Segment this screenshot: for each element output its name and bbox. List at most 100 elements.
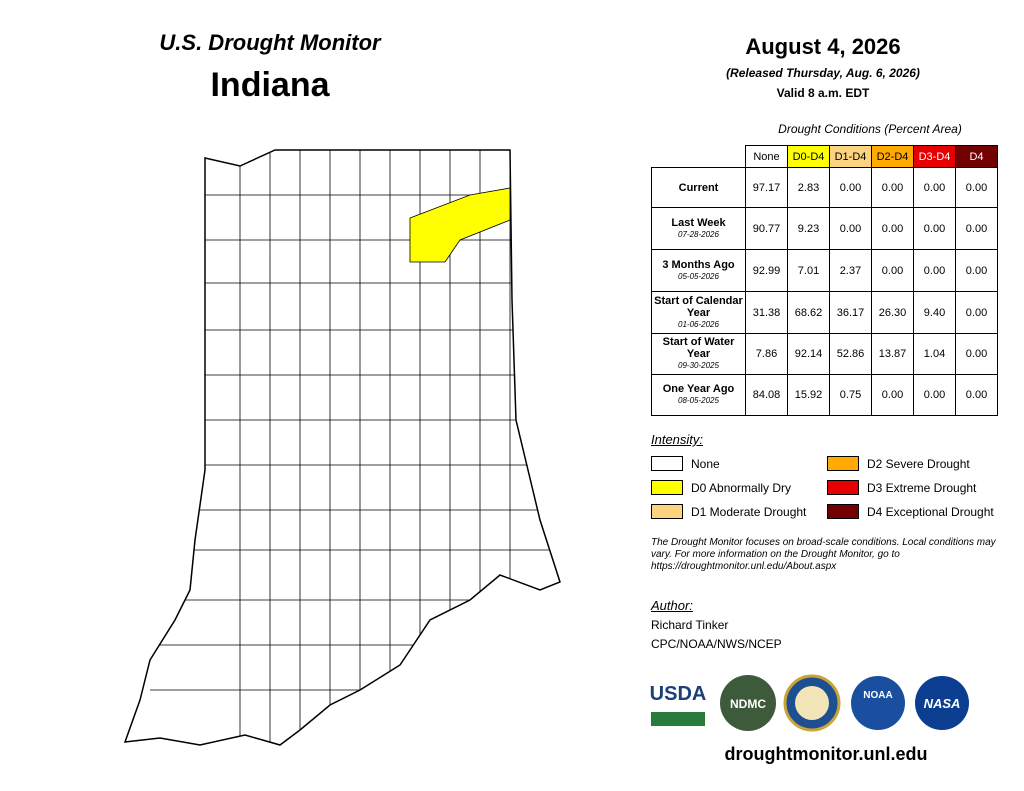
column-header: D2-D4 [871, 145, 914, 168]
logos: USDA NDMC NOAA NASA [650, 674, 969, 732]
legend-item: D4 Exceptional Drought [827, 504, 994, 519]
author-title: Author: [651, 598, 693, 613]
cell: 0.00 [913, 374, 956, 416]
cell: 2.37 [829, 249, 872, 292]
cell: 0.00 [829, 207, 872, 250]
legend-label: D4 Exceptional Drought [867, 504, 994, 519]
row-label: One Year Ago 08-05-2025 [651, 374, 746, 416]
map [124, 149, 561, 746]
cell: 9.23 [787, 207, 830, 250]
date: August 4, 2026 [745, 34, 901, 59]
cell: 92.14 [787, 333, 830, 375]
legend-swatch [651, 504, 683, 519]
header-row: None D0-D4 D1-D4 D2-D4 D3-D4 D4 [652, 145, 998, 168]
cell: 0.00 [871, 167, 914, 208]
cell: 0.00 [829, 167, 872, 208]
row-name: Current [678, 181, 719, 194]
table-caption: Drought Conditions (Percent Area) [778, 122, 962, 136]
legend-label: D1 Moderate Drought [691, 504, 807, 519]
title: U.S. Drought Monitor [159, 30, 381, 55]
counties [150, 150, 560, 745]
legend-label: D2 Severe Drought [867, 456, 970, 471]
logo-ndmc: NDMC [730, 697, 766, 711]
cell: 68.62 [787, 291, 830, 334]
usda-stripe [651, 712, 705, 726]
cell: 0.00 [913, 167, 956, 208]
author-name: Richard Tinker [651, 618, 729, 632]
table-row: Start of Calendar Year 01-06-2026 31.38 68.… [651, 291, 998, 334]
cell: 7.01 [787, 249, 830, 292]
released: (Released Thursday, Aug. 6, 2026) [726, 66, 920, 80]
column-header: D3-D4 [913, 145, 956, 168]
row-label: 3 Months Ago 05-05-2026 [651, 249, 746, 292]
cell: 0.00 [955, 333, 998, 375]
row-date: 01-06-2026 [678, 319, 719, 329]
legend-item: D3 Extreme Drought [827, 480, 976, 495]
cell: 2.83 [787, 167, 830, 208]
row-name: Start of Water Year [662, 336, 735, 360]
state: Indiana [210, 66, 330, 104]
cell: 1.04 [913, 333, 956, 375]
footer-url: droughtmonitor.unl.edu [724, 744, 928, 764]
legend-label: None [691, 456, 720, 471]
row-name: Last Week [671, 216, 726, 229]
legend-label: D0 Abnormally Dry [691, 480, 792, 495]
row-name: 3 Months Ago [662, 258, 735, 271]
logo-doc-inner [795, 686, 829, 720]
corner [652, 146, 746, 168]
cell: 0.00 [871, 207, 914, 250]
valid: Valid 8 a.m. EDT [776, 86, 870, 100]
cell: 0.00 [955, 374, 998, 416]
legend-label: D3 Extreme Drought [867, 480, 977, 495]
d0-area [409, 187, 511, 263]
cell: 92.99 [745, 249, 788, 292]
cell: 84.08 [745, 374, 788, 416]
row-label: Last Week 07-28-2026 [651, 207, 746, 250]
legend-item: D0 Abnormally Dry [651, 480, 791, 495]
logo-nasa-circle [915, 676, 969, 730]
legend-item: D1 Moderate Drought [651, 504, 806, 519]
column-header: D1-D4 [829, 145, 872, 168]
legend-item: None [651, 456, 720, 471]
table-row: One Year Ago 08-05-2025 84.08 15.92 0.75 0.00… [651, 374, 998, 416]
row-name: One Year Ago [662, 383, 735, 395]
row-date: 07-28-2026 [678, 229, 719, 239]
logo-noaa-circle [851, 676, 905, 730]
cell: 0.00 [871, 374, 914, 416]
legend-swatch [827, 504, 859, 519]
row-date: 09-30-2025 [678, 361, 719, 370]
cell: 31.38 [745, 291, 788, 334]
logo-ndmc-circle [720, 675, 776, 731]
legend-swatch [651, 480, 683, 495]
row-name: Start of Calendar Year [654, 294, 743, 319]
legend-swatch [827, 480, 859, 495]
table-row: Current 97.17 2.83 0.00 0.00 0.00 0.00 [651, 167, 998, 208]
table-row: Start of Water Year 09-30-2025 7.86 92.14 52… [651, 333, 998, 375]
row-label: Start of Water Year 09-30-2025 [651, 333, 746, 375]
legend-swatch [651, 456, 683, 471]
logo-noaa: NOAA [863, 690, 892, 701]
cell: 0.00 [955, 167, 998, 208]
state-fill [125, 150, 560, 745]
table-row: Last Week 07-28-2026 90.77 9.23 0.00 0.00 0.00… [651, 207, 998, 250]
row-date: 05-05-2026 [678, 271, 719, 281]
row-label: Current [651, 167, 746, 208]
cell: 0.00 [955, 249, 998, 292]
cell: 15.92 [787, 374, 830, 416]
legend-title: Intensity: [651, 432, 704, 447]
column-header: D0-D4 [787, 145, 830, 168]
cell: 52.86 [829, 333, 872, 375]
table: None D0-D4 D1-D4 D2-D4 D3-D4 D4 Current 97.17 2.… [651, 145, 998, 416]
cell: 0.75 [829, 374, 872, 416]
cell: 36.17 [829, 291, 872, 334]
cell: 13.87 [871, 333, 914, 375]
logo-usda: USDA [650, 683, 707, 705]
row-label: Start of Calendar Year 01-06-2026 [651, 291, 746, 334]
row-date: 08-05-2025 [678, 396, 719, 405]
note: The Drought Monitor focuses on broad-sca… [651, 537, 996, 572]
cell: 9.40 [913, 291, 956, 334]
logo-nasa: NASA [924, 696, 961, 711]
legend-swatch [827, 456, 859, 471]
